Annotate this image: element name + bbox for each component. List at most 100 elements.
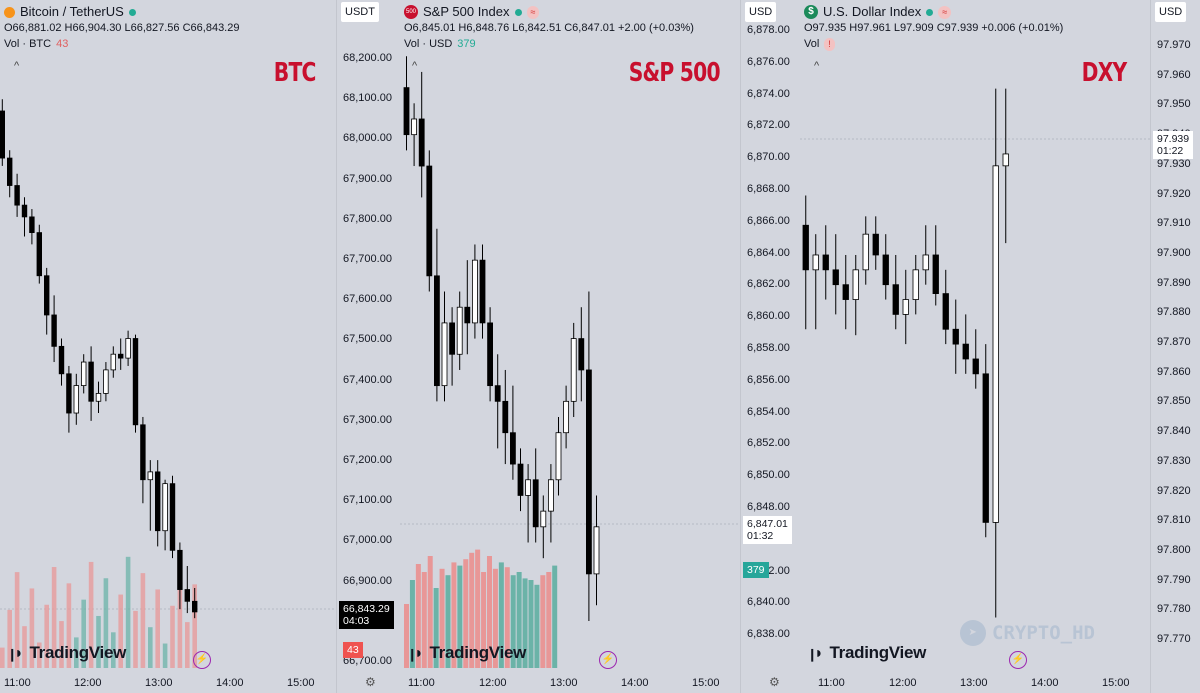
btc-panel[interactable]: Bitcoin / TetherUS O66,881.02 H66,904.30…: [0, 0, 400, 693]
candle-body: [21, 204, 28, 218]
candle-body: [147, 471, 153, 481]
y-tick-label: 67,500.00: [343, 333, 392, 346]
volume-bar: [59, 621, 64, 668]
candle-body: [479, 259, 486, 324]
volume-bar: [504, 567, 510, 668]
x-label: 13:00: [550, 677, 578, 689]
volume-bar: [486, 556, 492, 668]
y-tick-label: 67,700.00: [343, 253, 392, 265]
btc-price-axis[interactable]: USDT 68,200.00 68,100.00 68,000.00 67,900.0…: [336, 0, 400, 693]
y-tick-label: 6,856.00: [747, 373, 790, 386]
dxy-chart[interactable]: [800, 0, 1150, 668]
candle-body: [58, 345, 65, 375]
y-tick-label: 6,848.00: [747, 501, 790, 513]
volume-bar: [439, 568, 445, 668]
collapse-chevron-icon[interactable]: ^: [412, 60, 418, 72]
volume-bar: [66, 583, 72, 668]
candle-body: [962, 343, 969, 360]
dxy-price-axis[interactable]: USD 97.97097.96097.95097.94097.93097.920…: [1150, 0, 1200, 693]
btc-ohlc: O66,881.02 H66,904.30 L66,827.56 C66,843…: [4, 22, 240, 34]
x-label: 13:00: [960, 677, 988, 689]
tradingview-logo: ꞁ◗ TradingView: [410, 643, 526, 663]
collapse-chevron-icon[interactable]: ^: [814, 60, 820, 72]
y-tick-label: 66,900.00: [343, 574, 392, 587]
spx-price-axis[interactable]: USD 6,878.00 6,876.00 6,874.00 6,872.00 6,87…: [740, 0, 800, 693]
candle-body: [972, 358, 979, 375]
candle-body: [140, 424, 146, 481]
delayed-data-icon[interactable]: ≈: [526, 5, 540, 19]
delayed-data-icon[interactable]: ≈: [938, 5, 952, 19]
candle-body: [912, 269, 919, 300]
dxy-big-label: DXY: [1081, 58, 1127, 88]
volume-bar: [88, 561, 94, 668]
countdown: 01:22: [1157, 145, 1184, 157]
currency-selector[interactable]: USD: [1155, 2, 1187, 22]
volume-bar: [44, 604, 49, 668]
spx-vol-label: Vol · USD: [404, 38, 453, 50]
candle-body: [0, 110, 5, 159]
last-price: 66,843.29: [343, 603, 390, 615]
dxy-panel[interactable]: $ U.S. Dollar Index ≈ O97.935 H97.961 L9…: [800, 0, 1200, 693]
y-tick-label: 6,868.00: [747, 183, 790, 195]
candle-body: [532, 479, 539, 528]
candle-body: [434, 275, 440, 387]
y-tick-label: 6,854.00: [747, 405, 790, 418]
live-status-dot: [926, 8, 934, 16]
collapse-chevron-icon[interactable]: ^: [14, 60, 20, 72]
candle-body: [952, 328, 959, 345]
candle-body: [832, 269, 839, 286]
candle-body: [547, 479, 554, 512]
candle-body: [441, 322, 448, 387]
y-tick-label: 6,862.00: [747, 278, 790, 291]
spx-title[interactable]: S&P 500 Index: [423, 4, 510, 19]
btc-big-label: BTC: [274, 58, 317, 88]
candle-body: [982, 373, 989, 523]
y-tick-label: 6,838.00: [747, 628, 790, 641]
candle-body: [525, 479, 531, 496]
currency-selector[interactable]: USD: [745, 2, 777, 22]
volume-bar: [552, 565, 558, 668]
watermark: ➤ CRYPTO_HD: [960, 620, 1095, 646]
candle-body: [517, 463, 524, 496]
btc-chart[interactable]: [0, 0, 336, 668]
volume-bar: [546, 572, 552, 668]
candle-body: [540, 510, 547, 528]
y-tick-label: 97.770: [1157, 633, 1191, 645]
y-tick-label: 68,000.00: [343, 132, 392, 145]
x-label: 12:00: [479, 677, 507, 689]
settings-gear-icon[interactable]: ⚙: [365, 675, 376, 689]
live-status-dot: [514, 8, 522, 16]
countdown: 01:32: [747, 530, 774, 542]
volume-bar: [528, 580, 534, 668]
y-tick-label: 97.780: [1157, 603, 1191, 616]
btc-title[interactable]: Bitcoin / TetherUS: [20, 4, 124, 19]
candle-body: [184, 589, 190, 602]
spx-panel[interactable]: 500 S&P 500 Index ≈ O6,845.01 H6,848.76 …: [400, 0, 800, 693]
x-label: 11:00: [4, 677, 31, 689]
spx-header: 500 S&P 500 Index ≈ O6,845.01 H6,848.76 …: [404, 4, 694, 52]
dxy-ohlc: O97.935 H97.961 L97.909 C97.939 +0.006 (…: [804, 22, 1064, 34]
spx-chart[interactable]: [400, 0, 740, 668]
candle-body: [902, 299, 909, 315]
candle-body: [118, 353, 124, 359]
x-label: 15:00: [1102, 677, 1130, 689]
volume-bar: [29, 588, 35, 668]
volume-bar: [0, 647, 5, 668]
countdown: 04:03: [343, 615, 370, 627]
sp500-icon: 500: [404, 5, 418, 19]
lightning-icon[interactable]: ⚡: [1009, 651, 1027, 669]
settings-gear-icon[interactable]: ⚙: [769, 675, 780, 689]
lightning-icon[interactable]: ⚡: [193, 651, 211, 669]
candle-body: [110, 353, 116, 371]
candle-body: [132, 338, 139, 426]
volume-bar: [522, 578, 528, 668]
tradingview-icon: ꞁ◗: [810, 645, 824, 662]
candle-body: [842, 284, 849, 300]
dxy-vol-warning[interactable]: !: [824, 37, 835, 51]
volume-bar: [409, 580, 415, 668]
lightning-icon[interactable]: ⚡: [599, 651, 617, 669]
dxy-title[interactable]: U.S. Dollar Index: [823, 4, 922, 19]
currency-selector[interactable]: USDT: [341, 2, 379, 22]
candle-body: [464, 306, 471, 324]
y-tick-label: 97.930: [1157, 157, 1191, 170]
